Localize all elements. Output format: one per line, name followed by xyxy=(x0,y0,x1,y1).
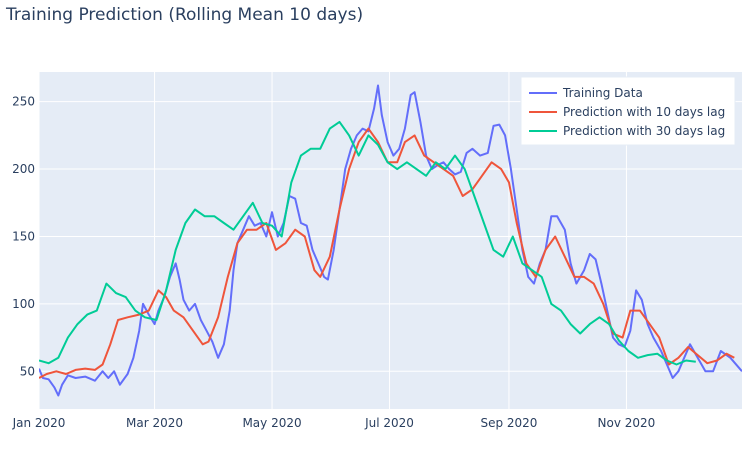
legend-item-label[interactable]: Prediction with 10 days lag xyxy=(563,105,725,119)
x-tick-label: Nov 2020 xyxy=(598,416,656,430)
legend-item-label[interactable]: Training Data xyxy=(562,86,643,100)
grid-lines xyxy=(38,72,742,409)
x-tick-label: Jul 2020 xyxy=(364,416,414,430)
series-lines xyxy=(39,84,742,397)
x-tick-label: Mar 2020 xyxy=(126,416,183,430)
axis-ticks: 50 100 150 200 250 Jan 2020 Mar 2020 May 2020 Ju… xyxy=(12,95,656,430)
x-tick-label: May 2020 xyxy=(242,416,301,430)
y-tick-label: 250 xyxy=(12,95,35,109)
chart-title: Training Prediction (Rolling Mean 10 day… xyxy=(5,5,363,25)
y-tick-label: 200 xyxy=(12,162,35,176)
legend-box xyxy=(520,76,736,146)
x-tick-label: Sep 2020 xyxy=(480,416,537,430)
y-tick-label: 50 xyxy=(20,364,35,378)
x-tick-label: Jan 2020 xyxy=(12,416,66,430)
series-line xyxy=(39,120,696,366)
y-tick-label: 100 xyxy=(12,297,35,311)
legend-item-label[interactable]: Prediction with 30 days lag xyxy=(563,124,725,138)
series-line xyxy=(39,84,742,397)
legend[interactable]: Training Data Prediction with 10 days lag… xyxy=(520,76,736,146)
y-tick-label: 150 xyxy=(12,229,35,243)
